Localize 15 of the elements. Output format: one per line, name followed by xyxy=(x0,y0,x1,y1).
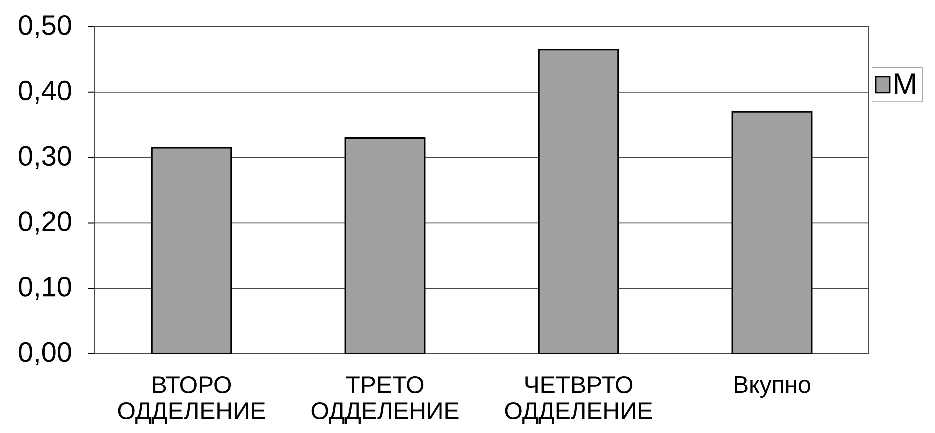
bar xyxy=(344,137,426,354)
x-tick-label: ЧЕТВРТО ОДДЕЛЕНИЕ xyxy=(505,376,652,424)
bar xyxy=(151,147,232,354)
y-tick-label: 0,20 xyxy=(19,212,72,235)
y-tick-label: 0,50 xyxy=(19,15,72,39)
x-tick-label: ВТОРО ОДДЕЛЕНИЕ xyxy=(118,376,266,424)
y-tick-label: 0,00 xyxy=(19,342,72,366)
y-tick-label: 0,30 xyxy=(19,146,72,170)
x-tick-label: Вкупно xyxy=(735,376,810,398)
legend-label: M xyxy=(895,74,916,94)
bar xyxy=(732,111,813,354)
y-tick-label: 0,10 xyxy=(19,277,72,300)
x-tick-label: ТРЕТО ОДДЕЛЕНИЕ xyxy=(312,376,459,424)
bar xyxy=(538,49,620,354)
y-tick-label: 0,40 xyxy=(19,80,72,104)
